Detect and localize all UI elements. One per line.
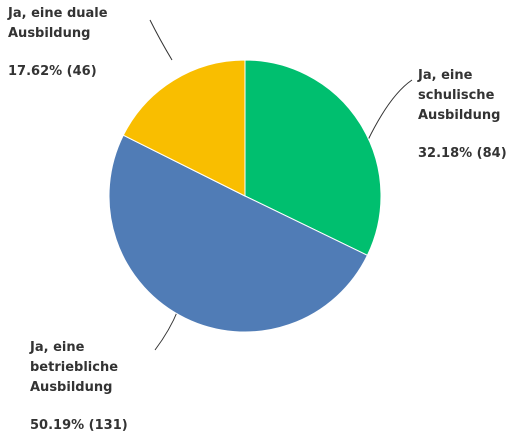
- slice-label: Ja, eine betriebliche Ausbildung 50.19% (…: [30, 338, 128, 436]
- leader-line: [367, 79, 413, 141]
- value-label: 32.18% (84): [418, 146, 507, 161]
- category-label: Ja, eine betriebliche Ausbildung: [30, 340, 119, 395]
- pie-slice: [122, 59, 246, 197]
- leader-line: [149, 19, 173, 61]
- category-label: Ja, eine schulische Ausbildung: [418, 68, 501, 123]
- value-label: 17.62% (46): [8, 64, 97, 79]
- pie-slice: [108, 134, 369, 333]
- leader-line: [154, 309, 179, 351]
- slice-label: Ja, eine duale Ausbildung 17.62% (46): [8, 4, 108, 82]
- value-label: 50.19% (131): [30, 418, 128, 433]
- pie-slice: [244, 59, 382, 256]
- category-label: Ja, eine duale Ausbildung: [8, 6, 108, 41]
- slice-label: Ja, eine schulische Ausbildung 32.18% (84…: [418, 66, 507, 164]
